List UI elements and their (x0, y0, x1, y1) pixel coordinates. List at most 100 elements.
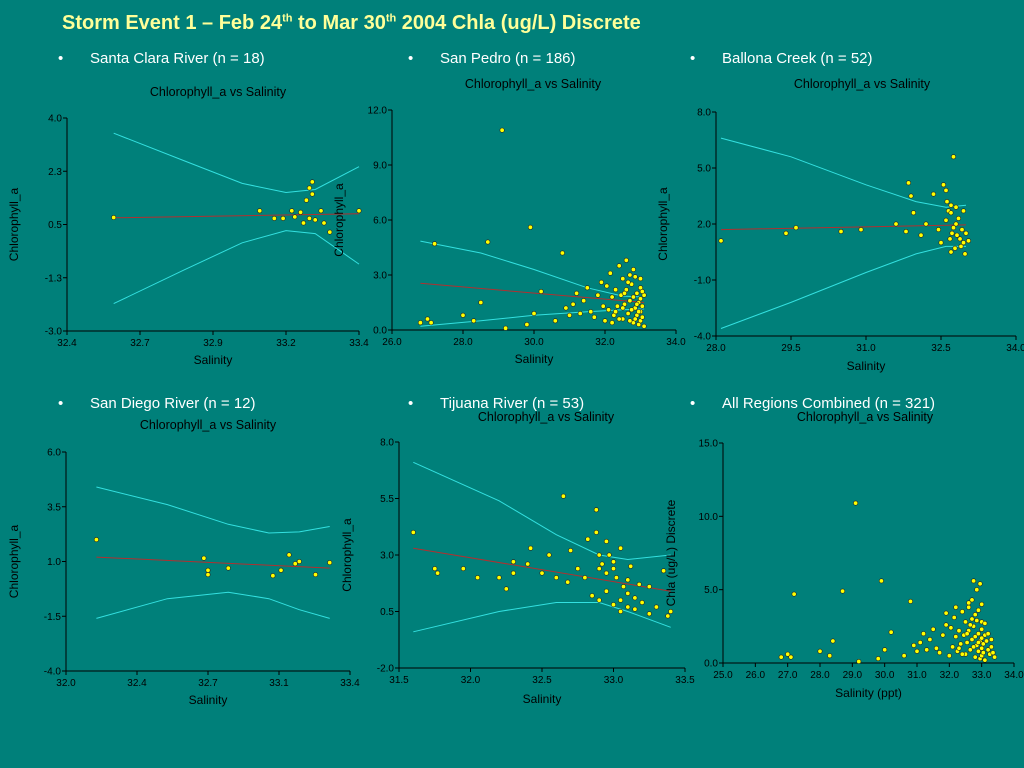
data-point (653, 604, 659, 610)
data-point (953, 634, 959, 640)
data-point (641, 323, 647, 329)
x-axis-label: Salinity (523, 692, 562, 706)
data-point (950, 644, 956, 650)
data-point (943, 622, 949, 628)
data-point (882, 647, 888, 653)
y-axis-label: Chlorophyll_a (340, 518, 354, 592)
chart-title: Chlorophyll_a vs Salinity (478, 410, 615, 424)
data-point (858, 227, 864, 233)
data-point (570, 301, 576, 307)
data-point (935, 227, 941, 233)
data-point (888, 629, 894, 635)
data-point (312, 217, 318, 223)
y-tick-label: 0.0 (704, 659, 718, 670)
y-tick-label: 3.5 (47, 502, 61, 513)
data-point (971, 644, 977, 650)
data-point (930, 626, 936, 632)
y-tick-label: -1.3 (45, 273, 63, 284)
data-point (949, 230, 955, 236)
data-point (959, 651, 965, 657)
data-point (503, 586, 509, 592)
data-point (637, 276, 643, 282)
data-point (610, 566, 616, 572)
data-point (903, 229, 909, 235)
y-tick-label: 1.0 (47, 557, 61, 568)
x-tick-label: 26.0 (746, 670, 766, 681)
bullet-dot: • (408, 395, 414, 412)
regression-line (413, 547, 671, 592)
lower-confidence-band (113, 230, 360, 305)
data-point (947, 236, 953, 242)
bullet-dot: • (408, 50, 414, 67)
upper-confidence-band (96, 486, 330, 534)
data-point (606, 307, 612, 313)
y-tick-label: -2.0 (377, 664, 395, 675)
y-tick-label: -4.0 (694, 332, 712, 343)
bullet-text: San Diego River (n = 12) (90, 395, 256, 412)
data-point (596, 566, 602, 572)
data-point (600, 303, 606, 309)
data-point (618, 608, 624, 614)
data-point (610, 602, 616, 608)
data-point (321, 220, 327, 226)
data-point (614, 303, 620, 309)
upper-confidence-band (720, 137, 967, 208)
data-point (972, 612, 978, 618)
data-point (969, 636, 975, 642)
data-point (546, 552, 552, 558)
data-point (983, 638, 989, 644)
data-point (639, 303, 645, 309)
data-point (785, 651, 791, 657)
data-point (356, 208, 362, 214)
x-tick-label: 33.4 (349, 338, 369, 349)
data-point (432, 241, 438, 247)
data-point (943, 217, 949, 223)
data-point (957, 236, 963, 242)
data-point (914, 648, 920, 654)
data-point (974, 617, 980, 623)
data-point (966, 600, 972, 606)
y-tick-label: 4.0 (48, 114, 62, 125)
data-point (908, 193, 914, 199)
data-point (965, 238, 971, 244)
data-point (980, 641, 986, 647)
data-point (856, 658, 862, 664)
data-point (950, 225, 956, 231)
data-point (953, 204, 959, 210)
data-point (953, 604, 959, 610)
x-tick-label: 33.0 (972, 670, 992, 681)
y-tick-label: 10.0 (699, 512, 719, 523)
data-point (955, 215, 961, 221)
data-point (595, 292, 601, 298)
data-point (634, 301, 640, 307)
data-point (967, 647, 973, 653)
x-tick-label: 31.0 (907, 670, 927, 681)
y-tick-label: -1.5 (44, 612, 62, 623)
data-point (607, 270, 613, 276)
data-point (830, 638, 836, 644)
data-point (636, 581, 642, 587)
data-point (627, 272, 633, 278)
title-part: 2004 Chla (ug/L) Discrete (396, 12, 641, 34)
y-axis-label: Chlorophyll_a (332, 183, 346, 257)
y-axis-label: Chlorophyll_a (7, 187, 21, 261)
data-point (969, 616, 975, 622)
data-point (975, 648, 981, 654)
data-point (907, 598, 913, 604)
data-point (616, 316, 622, 322)
data-point (718, 238, 724, 244)
data-point (632, 606, 638, 612)
data-point (531, 310, 537, 316)
y-tick-label: -3.0 (45, 327, 63, 338)
title-sup: th (282, 12, 293, 25)
data-point (972, 654, 978, 660)
data-point (944, 199, 950, 205)
x-tick-label: 28.0 (810, 670, 830, 681)
x-tick-label: 31.0 (856, 343, 876, 354)
data-point (985, 631, 991, 637)
y-tick-label: 9.0 (373, 161, 387, 172)
chart-title: Chlorophyll_a vs Salinity (797, 410, 934, 424)
data-point (791, 591, 797, 597)
data-point (618, 545, 624, 551)
data-point (971, 578, 977, 584)
